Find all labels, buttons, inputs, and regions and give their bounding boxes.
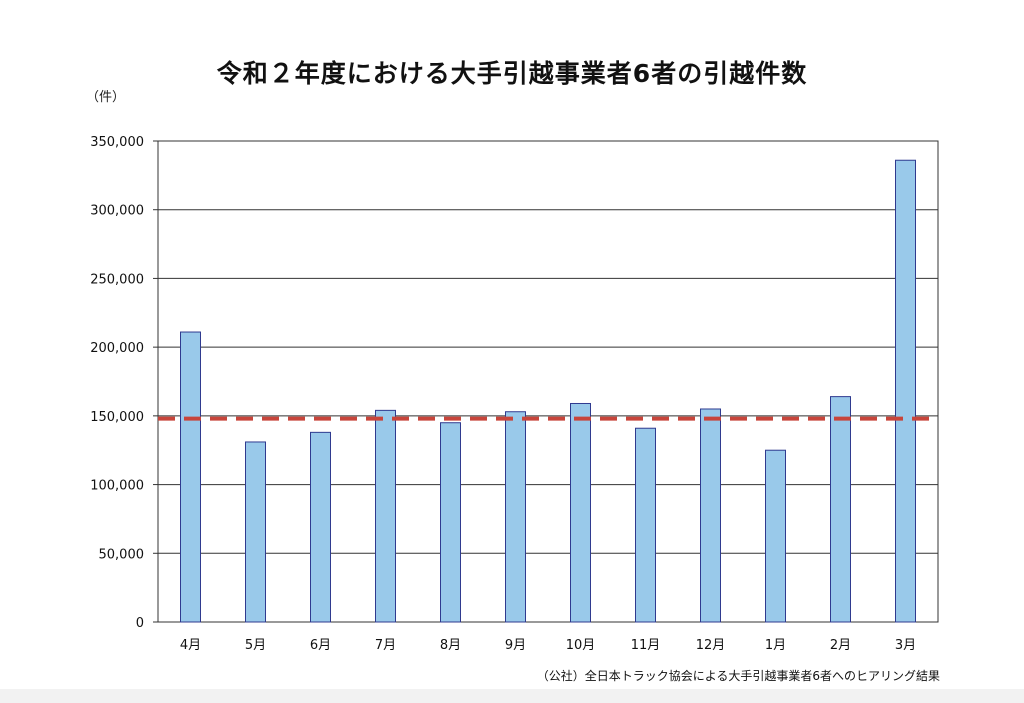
y-tick-label: 250,000 bbox=[90, 272, 144, 287]
bar-8 bbox=[635, 427, 656, 623]
bar-6 bbox=[505, 411, 526, 623]
y-tick-label: 100,000 bbox=[90, 479, 144, 494]
x-tick-label: 6月 bbox=[310, 638, 331, 653]
bar-12 bbox=[895, 159, 916, 623]
x-tick-label: 10月 bbox=[566, 638, 596, 653]
bar-9 bbox=[700, 408, 721, 623]
plot-area bbox=[157, 140, 939, 623]
x-tick-label: 8月 bbox=[440, 638, 461, 653]
source-note: （公社）全日本トラック協会による大手引越事業者6者へのヒアリング結果 bbox=[536, 669, 940, 683]
x-tick-label: 4月 bbox=[180, 638, 201, 653]
x-tick-label: 11月 bbox=[631, 638, 661, 653]
y-tick-label: 300,000 bbox=[90, 204, 144, 219]
y-tick-label: 350,000 bbox=[90, 135, 144, 150]
y-tick-label: 0 bbox=[136, 616, 144, 631]
x-tick-label: 9月 bbox=[505, 638, 526, 653]
y-tick-label: 150,000 bbox=[90, 410, 144, 425]
y-tick-label: 50,000 bbox=[99, 547, 145, 562]
bar-4 bbox=[375, 409, 396, 623]
x-tick-label: 12月 bbox=[696, 638, 726, 653]
bottom-band bbox=[0, 689, 1024, 703]
chart-title: 令和２年度における大手引越事業者6者の引越件数 bbox=[216, 59, 808, 88]
y-axis-unit-label: （件） bbox=[86, 90, 126, 105]
x-tick-label: 2月 bbox=[830, 638, 851, 653]
bar-7 bbox=[570, 402, 591, 623]
bar-11 bbox=[830, 396, 851, 623]
bar-5 bbox=[440, 422, 461, 623]
y-tick-label: 200,000 bbox=[90, 341, 144, 356]
x-tick-label: 3月 bbox=[895, 638, 916, 653]
x-tick-label: 7月 bbox=[375, 638, 396, 653]
bar-10 bbox=[765, 449, 786, 623]
x-tick-label: 1月 bbox=[765, 638, 786, 653]
bar-2 bbox=[245, 441, 266, 623]
bar-1 bbox=[180, 331, 201, 623]
x-tick-label: 5月 bbox=[245, 638, 266, 653]
bar-3 bbox=[310, 431, 331, 623]
